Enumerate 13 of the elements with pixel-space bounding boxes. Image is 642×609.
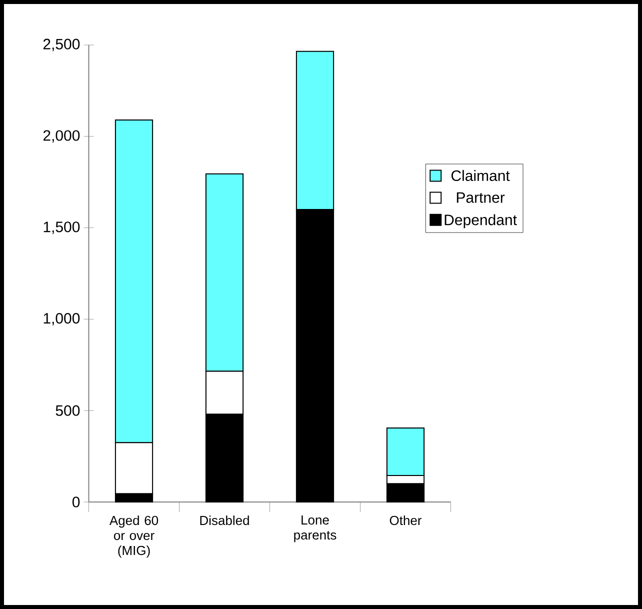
y-tick-label: 1,500: [44, 222, 80, 234]
legend-label: Dependant: [444, 214, 517, 228]
x-tick-label: Disabled: [200, 516, 249, 526]
y-tick-label: 1,000: [44, 312, 80, 326]
y-tick-label: 2,000: [43, 130, 80, 143]
y-tick-label: 0: [72, 496, 80, 508]
legend-label: Partner: [456, 192, 505, 203]
x-tick-label: Other: [390, 516, 422, 526]
legend-label: Claimant: [451, 170, 510, 182]
y-tick-label: 2,500: [43, 38, 80, 52]
x-tick-label: Aged 60 or over (MIG): [109, 516, 158, 558]
y-tick-label: 500: [56, 405, 80, 416]
x-tick-label: Lone parents: [294, 516, 336, 542]
